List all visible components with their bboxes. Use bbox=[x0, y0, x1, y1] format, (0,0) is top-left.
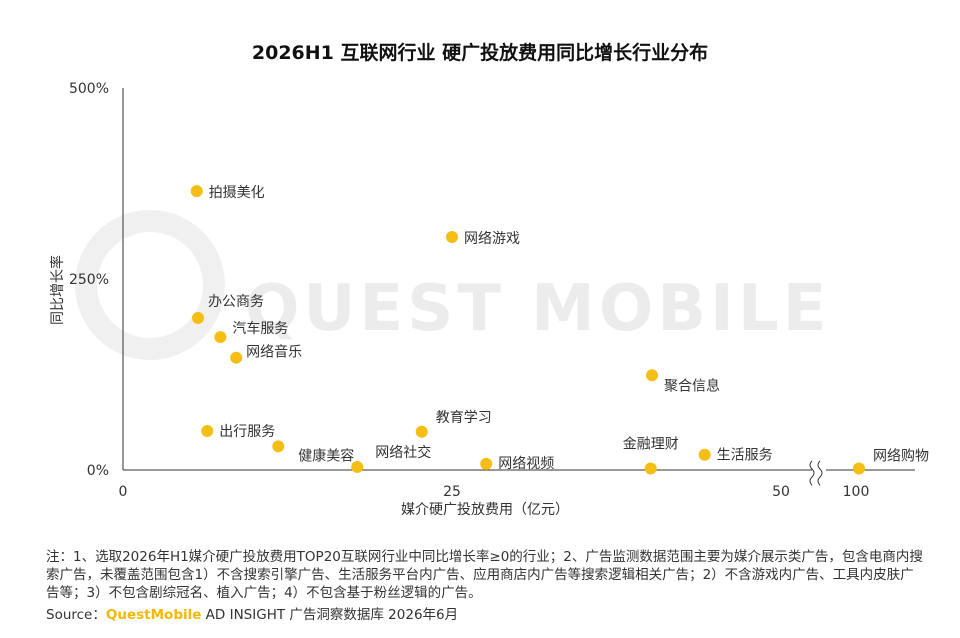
source-suffix: AD INSIGHT 广告洞察数据库 2026年6月 bbox=[201, 607, 459, 623]
data-point bbox=[272, 440, 285, 453]
x-tick-label: 100 bbox=[843, 484, 870, 500]
y-tick-label: 500% bbox=[69, 81, 109, 97]
questmobile-brand: QuestMobile bbox=[105, 607, 202, 623]
x-tick-label: 25 bbox=[443, 484, 461, 500]
data-label: 办公商务 bbox=[208, 294, 264, 310]
watermark: QUEST MOBILE bbox=[245, 272, 831, 346]
chart-title: 2026H1 互联网行业 硬广投放费用同比增长行业分布 bbox=[251, 42, 709, 64]
x-axis-title: 媒介硬广投放费用（亿元） bbox=[401, 502, 569, 518]
data-label: 网络音乐 bbox=[246, 344, 302, 361]
source-prefix: Source： bbox=[46, 607, 106, 623]
source-line: Source：QuestMobile AD INSIGHT 广告洞察数据库 20… bbox=[46, 603, 458, 623]
y-tick-label: 250% bbox=[69, 272, 109, 288]
data-point bbox=[644, 462, 657, 475]
data-label: 生活服务 bbox=[717, 448, 773, 464]
data-label: 网络购物 bbox=[873, 448, 929, 464]
data-point bbox=[446, 230, 458, 243]
data-point bbox=[201, 425, 214, 438]
axis-break-mark bbox=[809, 460, 815, 486]
data-point bbox=[192, 311, 205, 324]
y-axis-title: 同比增长率 bbox=[49, 255, 66, 325]
footnote: 注：1、选取2026年H1媒介硬广投放费用TOP20互联网行业中同比增长率≥0的… bbox=[46, 549, 923, 601]
scatter-chart: 0% 250% 500% 0 25 50 100 媒介硬广投放费用（亿元） 同比增长率 拍摄美化网… bbox=[49, 81, 929, 518]
y-tick-label: 0% bbox=[87, 463, 109, 479]
data-label: 教育学习 bbox=[436, 410, 492, 426]
data-point bbox=[415, 425, 428, 438]
data-label: 网络游戏 bbox=[464, 231, 520, 247]
data-point bbox=[351, 460, 364, 473]
data-label: 出行服务 bbox=[219, 424, 275, 440]
x-tick-label: 0 bbox=[119, 484, 128, 500]
data-point bbox=[214, 331, 227, 344]
data-label: 拍摄美化 bbox=[209, 185, 265, 201]
x-tick-label: 50 bbox=[772, 484, 790, 500]
data-point bbox=[230, 351, 243, 364]
data-label: 网络视频 bbox=[498, 456, 554, 472]
data-label: 聚合信息 bbox=[664, 377, 720, 394]
data-point bbox=[190, 185, 203, 198]
data-point bbox=[853, 462, 865, 475]
data-point bbox=[480, 457, 493, 470]
data-label: 健康美容 bbox=[298, 447, 354, 464]
data-point bbox=[698, 448, 711, 461]
data-label: 金融理财 bbox=[623, 436, 679, 452]
data-label: 汽车服务 bbox=[232, 320, 288, 337]
axis-break-mark bbox=[817, 460, 823, 486]
data-point bbox=[646, 369, 659, 382]
data-label: 网络社交 bbox=[375, 444, 431, 461]
